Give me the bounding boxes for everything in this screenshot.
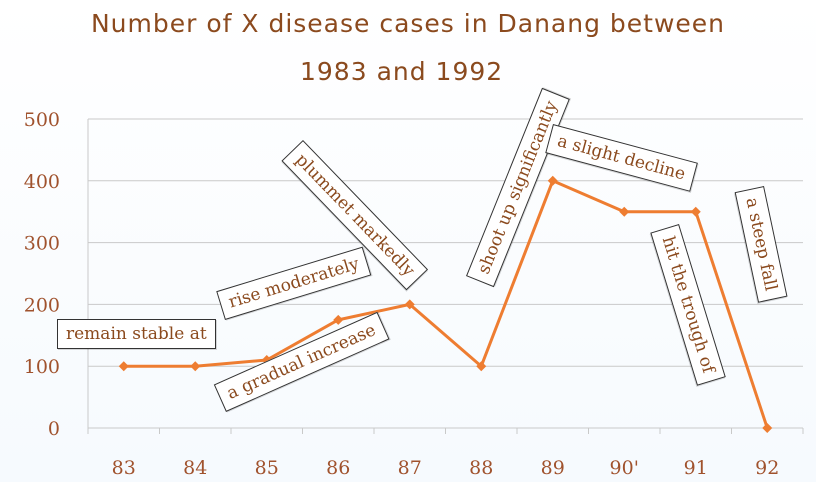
x-tick-label: 83 xyxy=(112,457,136,479)
x-tick-label: 89 xyxy=(541,457,565,479)
data-point-marker xyxy=(762,423,773,433)
data-point-marker xyxy=(619,206,630,217)
x-tick-label: 85 xyxy=(255,457,279,479)
x-tick-label: 91 xyxy=(684,457,708,479)
y-tick-label: 0 xyxy=(48,418,60,440)
x-tick-label: 92 xyxy=(755,457,779,479)
series-line xyxy=(123,179,769,429)
y-axis-ticks: 0 100 200 300 400 500 xyxy=(24,109,60,440)
y-tick-label: 100 xyxy=(24,356,60,378)
x-tick-label: 88 xyxy=(469,457,493,479)
data-point-marker xyxy=(190,361,201,372)
x-tick-label: 90' xyxy=(610,457,639,479)
chart-title-line1: Number of X disease cases in Danang betw… xyxy=(90,9,726,38)
x-axis-ticks: 83 84 85 86 87 88 89 90' 91 92 xyxy=(87,428,804,479)
y-tick-label: 500 xyxy=(24,109,60,131)
x-tick-label: 84 xyxy=(183,457,207,479)
y-tick-label: 400 xyxy=(24,171,60,193)
y-tick-label: 200 xyxy=(24,294,60,316)
data-point-marker xyxy=(404,299,415,310)
chart-title-line2: 1983 and 1992 xyxy=(300,57,504,86)
data-point-marker xyxy=(118,361,129,372)
data-point-marker xyxy=(476,361,487,372)
data-point-marker xyxy=(333,314,344,325)
x-tick-label: 86 xyxy=(326,457,350,479)
data-point-marker xyxy=(690,206,701,217)
x-tick-label: 87 xyxy=(398,457,422,479)
y-tick-label: 300 xyxy=(24,233,60,255)
annotation-remain-stable: remain stable at xyxy=(57,319,216,349)
data-point-marker xyxy=(547,175,558,186)
